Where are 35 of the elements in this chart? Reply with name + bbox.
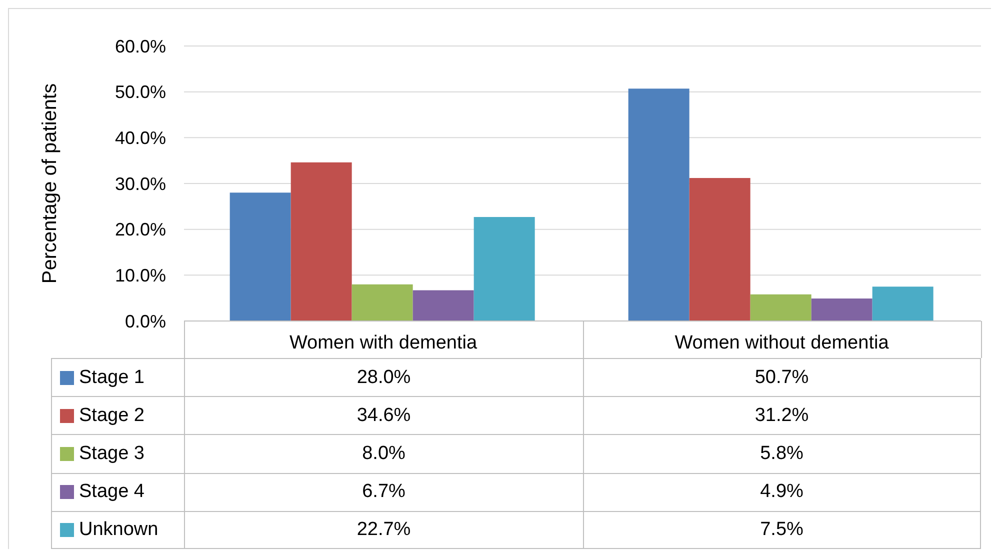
y-axis-title: Percentage of patients	[39, 83, 62, 284]
legend-label: Stage 1	[79, 366, 144, 389]
data-label: 8.0%	[184, 435, 582, 473]
bar	[628, 88, 690, 321]
x-tick-label: Women with dementia	[289, 332, 478, 354]
bar	[230, 192, 291, 321]
bar	[872, 286, 934, 321]
bar	[811, 298, 872, 321]
bar	[689, 178, 750, 321]
bar	[352, 284, 413, 321]
bar	[290, 162, 352, 321]
legend-label: Stage 4	[79, 481, 144, 504]
legend-label: Stage 3	[79, 442, 144, 465]
y-tick-label: 0.0%	[124, 311, 166, 332]
data-label: 50.7%	[582, 359, 981, 396]
y-tick-label: 50.0%	[114, 82, 166, 102]
bar	[750, 294, 812, 321]
bar	[412, 290, 474, 321]
data-label: 4.9%	[582, 474, 981, 511]
data-label: 31.2%	[582, 397, 981, 434]
data-label: 34.6%	[184, 397, 582, 434]
legend-label: Unknown	[79, 518, 158, 541]
y-tick-label: 30.0%	[114, 174, 166, 194]
data-label: 7.5%	[582, 512, 981, 548]
y-tick-label: 40.0%	[114, 128, 166, 148]
data-label: 22.7%	[184, 512, 582, 548]
legend-label: Stage 2	[79, 404, 144, 427]
bar	[474, 216, 535, 321]
y-tick-label: 60.0%	[114, 36, 166, 56]
x-tick-label: Women without dementia	[674, 332, 890, 354]
data-label: 28.0%	[184, 359, 582, 396]
data-label: 6.7%	[184, 474, 582, 511]
y-tick-label: 10.0%	[114, 266, 166, 286]
y-tick-label: 20.0%	[114, 220, 166, 240]
data-label: 5.8%	[582, 435, 981, 473]
